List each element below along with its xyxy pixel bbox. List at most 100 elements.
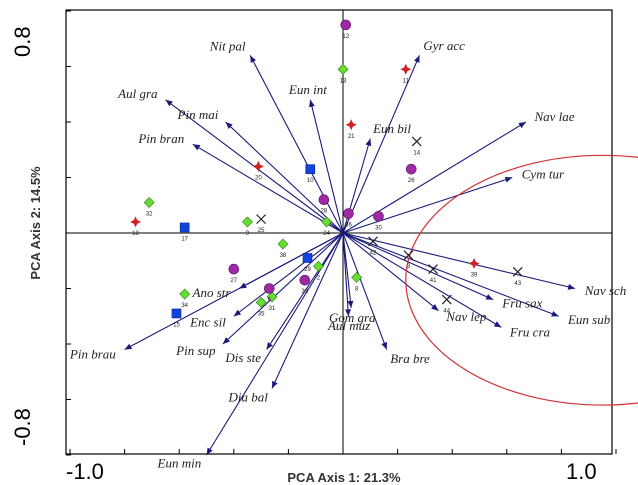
vector-fru-sax: [342, 232, 494, 301]
sample-label-8: 8: [355, 286, 359, 292]
x-tick-label-left: -1.0: [66, 459, 104, 484]
sample-point-42: [368, 236, 378, 247]
species-labels: Nit pal Gyr acc Pin mai Eun int Aul gra Pin b…: [69, 38, 626, 470]
vector-cym-tur: [342, 176, 513, 234]
y-axis-title: PCA Axis 2: 14.5%: [28, 166, 43, 280]
sample-label-42: 42: [370, 250, 377, 256]
sample-label-27: 27: [230, 278, 237, 284]
sample-label-14: 14: [413, 150, 420, 156]
sample-label-15: 15: [173, 322, 180, 328]
vector-dia-bal: [271, 232, 344, 389]
sample-label-25: 25: [258, 228, 265, 234]
species-label-nav-sch: Nav sch: [584, 283, 627, 298]
species-label-pin-brau: Pin brau: [69, 346, 116, 361]
species-label-cym-tur: Cym tur: [522, 166, 565, 181]
sample-point-28: [318, 194, 330, 205]
sample-point-2: [313, 260, 324, 272]
sample-point-39: [468, 258, 480, 269]
x-axis-title: PCA Axis 1: 21.3%: [287, 470, 401, 485]
species-label-pin-bran: Pin bran: [137, 131, 184, 146]
group-ellipse: [405, 154, 638, 406]
species-label-nav-lep: Nav lep: [445, 309, 487, 324]
sample-point-31: [266, 291, 278, 303]
sample-label-17: 17: [181, 236, 188, 242]
sample-label-39: 39: [471, 273, 478, 279]
sample-label-26: 26: [408, 178, 415, 184]
vector-dis-ste: [266, 232, 344, 350]
sample-label-43: 43: [514, 281, 521, 287]
sample-point-8: [351, 271, 363, 283]
vector-bra-bre: [342, 232, 388, 350]
sample-point-35: [255, 296, 267, 308]
sample-label-24: 24: [323, 231, 330, 237]
sample-point-11: [400, 63, 412, 75]
species-label-eun-sub: Eun sub: [567, 312, 611, 327]
vector-nav-lep: [342, 232, 439, 312]
vector-gyr-acc: [342, 55, 420, 234]
vector-pin-sup: [222, 232, 344, 345]
sample-point-34: [179, 288, 191, 300]
species-label-bra-bre: Bra bre: [390, 351, 430, 366]
species-label-enc-sil: Enc sil: [189, 314, 226, 329]
sample-point-30: [373, 211, 384, 222]
sample-point-10: [305, 164, 316, 174]
sample-point-26: [405, 163, 417, 175]
vector-aul-muz: [342, 232, 351, 317]
plot-border: [65, 9, 613, 455]
sample-point-33: [299, 274, 311, 286]
sample-point-36: [343, 208, 354, 219]
sample-point-21: [345, 119, 357, 131]
sample-label-10: 10: [307, 178, 314, 184]
sample-label-36: 36: [345, 223, 352, 229]
sample-label-2: 2: [317, 275, 321, 281]
sample-point-3: [403, 250, 414, 261]
axis-ticks: [66, 10, 617, 456]
sample-label-11: 11: [403, 78, 410, 84]
sample-label-33: 33: [301, 289, 308, 295]
sample-point-27: [228, 263, 240, 275]
sample-point-29: [302, 253, 313, 263]
vector-pin-bran: [192, 143, 344, 234]
species-label-nav-lae: Nav lae: [533, 109, 574, 124]
sample-label-18: 18: [132, 231, 139, 237]
sample-label-3: 3: [407, 264, 411, 270]
species-label-dia-bal: Dia bal: [227, 389, 268, 404]
sample-label-31: 31: [269, 306, 276, 312]
sample-label-34: 34: [181, 303, 188, 309]
species-label-gom-gra: Gom gra: [329, 310, 376, 325]
sample-point-20: [252, 160, 264, 172]
highlight-ellipse: [405, 154, 638, 406]
species-label-aul-muz: Aul muz: [327, 318, 370, 333]
vector-enc-sil: [233, 232, 344, 317]
sample-point-41: [428, 264, 439, 274]
sample-label-28: 28: [321, 209, 328, 215]
vector-nav-lae: [342, 121, 527, 234]
sample-point-9: [242, 216, 253, 228]
sample-point-43: [512, 266, 523, 277]
species-label-dis-ste: Dis ste: [224, 350, 261, 365]
sample-label-12: 12: [342, 34, 349, 40]
sample-point-13: [337, 63, 349, 75]
species-label-pin-sup: Pin sup: [175, 343, 216, 358]
sample-point-38: [277, 238, 289, 250]
sample-point-17: [179, 222, 190, 233]
sample-label-6: 6: [268, 298, 272, 304]
sample-point-18: [130, 216, 141, 228]
sample-point-6: [263, 283, 275, 294]
sample-point-12: [340, 19, 352, 31]
species-label-eun-min: Eun min: [157, 456, 202, 471]
sample-point-25: [256, 214, 267, 225]
sample-label-41: 41: [430, 278, 437, 284]
sample-label-21: 21: [348, 134, 355, 140]
species-label-gyr-acc: Gyr acc: [423, 38, 465, 53]
species-label-fru-sax: Fru sax: [501, 296, 542, 311]
species-label-aul-gra: Aul gra: [117, 86, 158, 101]
y-tick-label-bottom: -0.8: [10, 408, 35, 446]
sample-label-9: 9: [246, 231, 250, 237]
species-label-eun-int: Eun int: [288, 82, 327, 97]
sample-label-20: 20: [255, 175, 262, 181]
sample-point-24: [321, 216, 333, 228]
vector-nav-sch: [342, 232, 576, 290]
